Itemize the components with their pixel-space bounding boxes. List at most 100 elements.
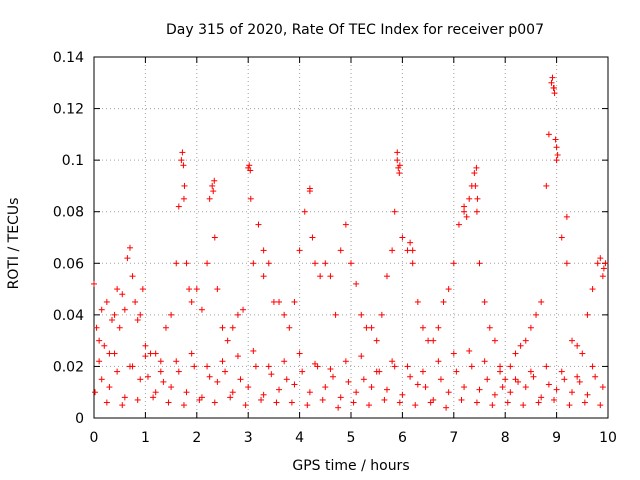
data-point <box>186 286 193 293</box>
data-point <box>246 162 253 169</box>
y-tick-label: 0 <box>75 411 84 427</box>
y-tick-label: 0.04 <box>53 308 84 324</box>
data-point <box>419 324 426 331</box>
data-point <box>407 239 414 246</box>
data-point <box>563 260 570 267</box>
data-point <box>450 260 457 267</box>
data-point <box>353 389 360 396</box>
data-point <box>301 208 308 215</box>
data-point <box>142 342 149 349</box>
data-point <box>196 396 203 403</box>
data-point <box>373 337 380 344</box>
data-point <box>332 311 339 318</box>
data-point <box>144 373 151 380</box>
data-point <box>250 347 257 354</box>
x-tick-label: 7 <box>449 430 458 446</box>
data-point <box>481 298 488 305</box>
data-point <box>210 188 217 195</box>
y-axis-label: ROTI / TECUs <box>6 198 22 290</box>
data-point <box>414 298 421 305</box>
data-point <box>473 164 480 171</box>
data-point <box>211 234 218 241</box>
data-point <box>461 384 468 391</box>
data-point <box>473 208 480 215</box>
data-point <box>111 311 118 318</box>
data-point <box>173 358 180 365</box>
x-tick-label: 9 <box>552 430 561 446</box>
data-point <box>281 311 288 318</box>
x-tick-label: 1 <box>141 430 150 446</box>
data-point <box>299 368 306 375</box>
data-point <box>404 363 411 370</box>
data-point <box>335 404 342 411</box>
data-point <box>569 337 576 344</box>
data-point <box>237 376 244 383</box>
data-point <box>579 350 586 357</box>
data-point <box>538 394 545 401</box>
data-point <box>193 286 200 293</box>
data-point <box>165 399 172 406</box>
data-point <box>527 324 534 331</box>
data-point <box>175 368 182 375</box>
data-point <box>204 260 211 267</box>
data-point <box>545 131 552 138</box>
data-point <box>306 185 313 192</box>
data-point <box>206 195 213 202</box>
data-point <box>419 368 426 375</box>
data-point <box>592 373 599 380</box>
data-point <box>179 149 186 156</box>
y-tick-label: 0.06 <box>53 256 84 272</box>
data-point <box>222 368 229 375</box>
data-point <box>211 399 218 406</box>
data-point <box>395 164 402 171</box>
data-point <box>520 402 527 409</box>
data-point <box>389 247 396 254</box>
data-point <box>589 286 596 293</box>
data-point <box>168 311 175 318</box>
data-point <box>291 298 298 305</box>
data-point <box>574 373 581 380</box>
data-point <box>114 286 121 293</box>
data-point <box>566 402 573 409</box>
y-tick-label: 0.1 <box>62 153 84 169</box>
data-point <box>180 402 187 409</box>
data-point <box>360 376 367 383</box>
data-point <box>486 324 493 331</box>
data-point <box>466 347 473 354</box>
data-point <box>512 350 519 357</box>
data-point <box>458 396 465 403</box>
data-point <box>569 389 576 396</box>
data-point <box>414 381 421 388</box>
data-point <box>497 363 504 370</box>
data-point <box>507 363 514 370</box>
data-point <box>497 368 504 375</box>
data-point <box>312 260 319 267</box>
data-point <box>265 260 272 267</box>
data-point <box>150 394 157 401</box>
chart-title: Day 315 of 2020, Rate Of TEC Index for r… <box>166 22 544 38</box>
data-point <box>108 317 115 324</box>
data-point <box>553 157 560 164</box>
data-point <box>512 376 519 383</box>
data-point <box>584 391 591 398</box>
data-point <box>491 337 498 344</box>
data-point <box>101 342 108 349</box>
data-point <box>319 396 326 403</box>
data-point <box>472 182 479 189</box>
data-point <box>391 208 398 215</box>
data-point <box>552 136 559 143</box>
data-point <box>234 311 241 318</box>
data-point <box>407 373 414 380</box>
data-point <box>396 399 403 406</box>
data-point <box>291 381 298 388</box>
data-point <box>106 384 113 391</box>
data-point <box>229 324 236 331</box>
data-point <box>561 376 568 383</box>
data-point <box>530 373 537 380</box>
data-point <box>394 157 401 164</box>
data-point <box>499 384 506 391</box>
data-point <box>584 311 591 318</box>
data-point <box>152 389 159 396</box>
data-point <box>134 396 141 403</box>
data-point <box>255 221 262 228</box>
